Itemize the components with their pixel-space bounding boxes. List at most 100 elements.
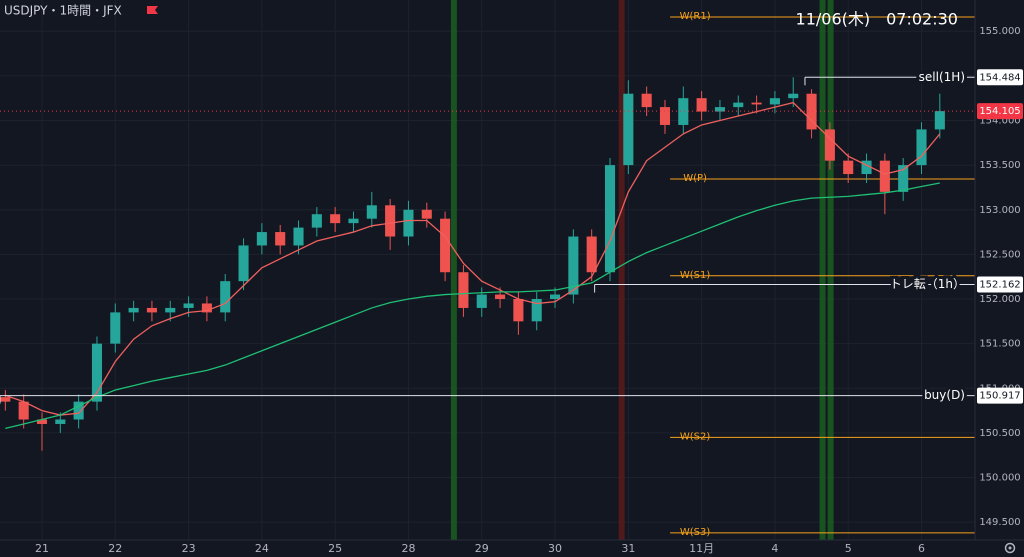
candle-body: [55, 419, 66, 424]
candle-body: [293, 227, 304, 246]
y-tick-label: 154.000: [979, 115, 1020, 126]
candle-body: [36, 419, 48, 424]
candle-body: [476, 294, 487, 308]
candle-body: [788, 93, 799, 99]
candle-body: [623, 93, 634, 166]
candle-body: [495, 294, 506, 300]
x-tick-label: 25: [328, 542, 342, 555]
level-label: buy(D): [924, 388, 965, 402]
level-label: トレ転（1h）: [890, 277, 965, 291]
candle-body: [549, 294, 561, 300]
candle-body: [714, 107, 725, 112]
plot: W(R1) W(P) W(S1) W(S2) W(S3) sell(1H) トレ転（1h） b…: [0, 0, 975, 540]
candle-body: [385, 205, 396, 237]
candle-body: [201, 303, 212, 313]
y-tick-label: 150.000: [979, 473, 1020, 484]
candle-body: [458, 272, 469, 308]
candle-body: [366, 205, 377, 219]
x-tick-label: 31: [621, 542, 635, 555]
last-price-box: [977, 103, 1023, 120]
y-tick-label: 152.000: [979, 294, 1020, 305]
grid: [0, 0, 975, 540]
candle-body: [330, 214, 341, 224]
candle-body: [440, 218, 451, 273]
candle-body: [421, 209, 432, 219]
symbol-title: USDJPY・1時間・JFX: [4, 4, 122, 18]
candle-body: [183, 303, 194, 308]
settings-icon[interactable]: [1004, 542, 1016, 554]
price-box-label: 154.484: [979, 72, 1020, 83]
x-tick-label: 4: [771, 542, 778, 555]
candle-body: [879, 160, 890, 192]
moving-average: [5, 182, 940, 430]
x-tick-label: 6: [918, 542, 925, 555]
y-tick-label: 153.000: [979, 205, 1020, 216]
axis: 149.500150.000150.500151.000151.500152.0…: [35, 26, 1023, 555]
candle-body: [586, 236, 597, 273]
candle-body: [824, 129, 835, 161]
candle-body: [0, 397, 11, 402]
last-price-label: 154.105: [979, 106, 1020, 117]
x-tick-label: 11月: [689, 542, 714, 555]
candle-body: [806, 93, 817, 130]
candle-body: [641, 93, 652, 108]
candle-body: [256, 232, 267, 246]
candle-body: [513, 299, 524, 322]
moving-average: [5, 101, 941, 416]
x-tick-label: 22: [108, 542, 122, 555]
x-tick-label: 30: [548, 542, 562, 555]
pivot-label: W(R1): [680, 11, 711, 22]
y-tick-label: 151.500: [979, 339, 1020, 350]
x-tick-label: 29: [475, 542, 489, 555]
x-tick-label: 21: [35, 542, 49, 555]
pivot-label: W(P): [683, 173, 707, 184]
session-band: [450, 0, 457, 540]
candle-body: [568, 236, 579, 295]
y-tick-label: 153.500: [979, 160, 1020, 171]
price-box: [977, 387, 1023, 404]
candle-body: [146, 307, 157, 313]
candle-body: [275, 232, 286, 246]
session-band: [827, 0, 834, 540]
candle-body: [678, 98, 689, 125]
candle-body: [91, 343, 103, 402]
x-tick-label: 5: [845, 542, 852, 555]
x-tick-label: 24: [255, 542, 269, 555]
session-band: [819, 0, 826, 540]
candle-body: [348, 218, 359, 224]
y-tick-label: 152.500: [979, 249, 1020, 260]
candle-body: [311, 214, 322, 228]
y-tick-label: 149.500: [979, 517, 1020, 528]
candle-body: [128, 307, 139, 313]
candle-body: [898, 165, 909, 192]
candle-body: [751, 102, 762, 105]
candle-body: [220, 281, 231, 313]
candle-body: [843, 160, 854, 175]
pivot-label: W(S3): [680, 527, 710, 538]
candle-body: [916, 129, 927, 166]
pivot-label: W(S1): [680, 270, 710, 281]
flag-icon[interactable]: [147, 6, 158, 14]
candle-body: [934, 111, 945, 130]
level-label: sell(1H): [919, 70, 965, 84]
y-tick-label: 150.500: [979, 428, 1020, 439]
x-tick-label: 28: [401, 542, 415, 555]
candle-body: [165, 307, 176, 313]
candle-body: [403, 209, 414, 237]
candle-body: [73, 401, 84, 420]
candle-body: [659, 107, 671, 125]
candle-body: [769, 98, 780, 105]
candle-body: [604, 165, 616, 273]
candle-body: [696, 98, 707, 112]
clock: 11/06(木) 07:02:30: [796, 10, 958, 29]
price-box-label: 152.162: [979, 280, 1020, 291]
price-box: [977, 69, 1023, 86]
session-band: [618, 0, 625, 540]
price-box: [977, 276, 1023, 293]
candle-body: [238, 245, 249, 282]
candle-body: [110, 312, 121, 344]
price-box-label: 150.917: [979, 391, 1020, 402]
candle-body: [531, 299, 542, 322]
